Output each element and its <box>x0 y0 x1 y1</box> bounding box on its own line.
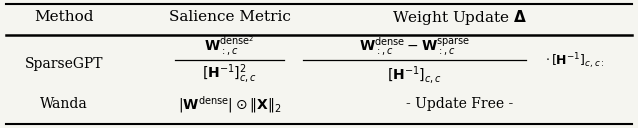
Text: Weight Update $\boldsymbol{\Delta}$: Weight Update $\boldsymbol{\Delta}$ <box>392 8 527 27</box>
Text: $|\mathbf{W}^{\mathrm{dense}}|\odot\|\mathbf{X}\|_{2}$: $|\mathbf{W}^{\mathrm{dense}}|\odot\|\ma… <box>178 94 281 115</box>
Text: Method: Method <box>34 10 94 24</box>
Text: Salience Metric: Salience Metric <box>168 10 291 24</box>
Text: SparseGPT: SparseGPT <box>24 57 103 71</box>
Text: $[\mathbf{H}^{-1}]^{2}_{c,c}$: $[\mathbf{H}^{-1}]^{2}_{c,c}$ <box>202 63 257 87</box>
Text: $\cdot\,[\mathbf{H}^{-1}]_{c,c:}$: $\cdot\,[\mathbf{H}^{-1}]_{c,c:}$ <box>544 51 604 71</box>
Text: $\mathbf{W}^{\mathrm{dense}}_{:,c} - \mathbf{W}^{\mathrm{sparse}}_{:,c}$: $\mathbf{W}^{\mathrm{dense}}_{:,c} - \ma… <box>359 35 470 58</box>
Text: $\mathbf{W}^{\mathrm{dense}^{2}}_{:,c}$: $\mathbf{W}^{\mathrm{dense}^{2}}_{:,c}$ <box>204 35 255 58</box>
Text: Wanda: Wanda <box>40 97 87 111</box>
Text: $[\mathbf{H}^{-1}]_{c,c}$: $[\mathbf{H}^{-1}]_{c,c}$ <box>387 64 442 86</box>
Text: - Update Free -: - Update Free - <box>406 97 513 111</box>
